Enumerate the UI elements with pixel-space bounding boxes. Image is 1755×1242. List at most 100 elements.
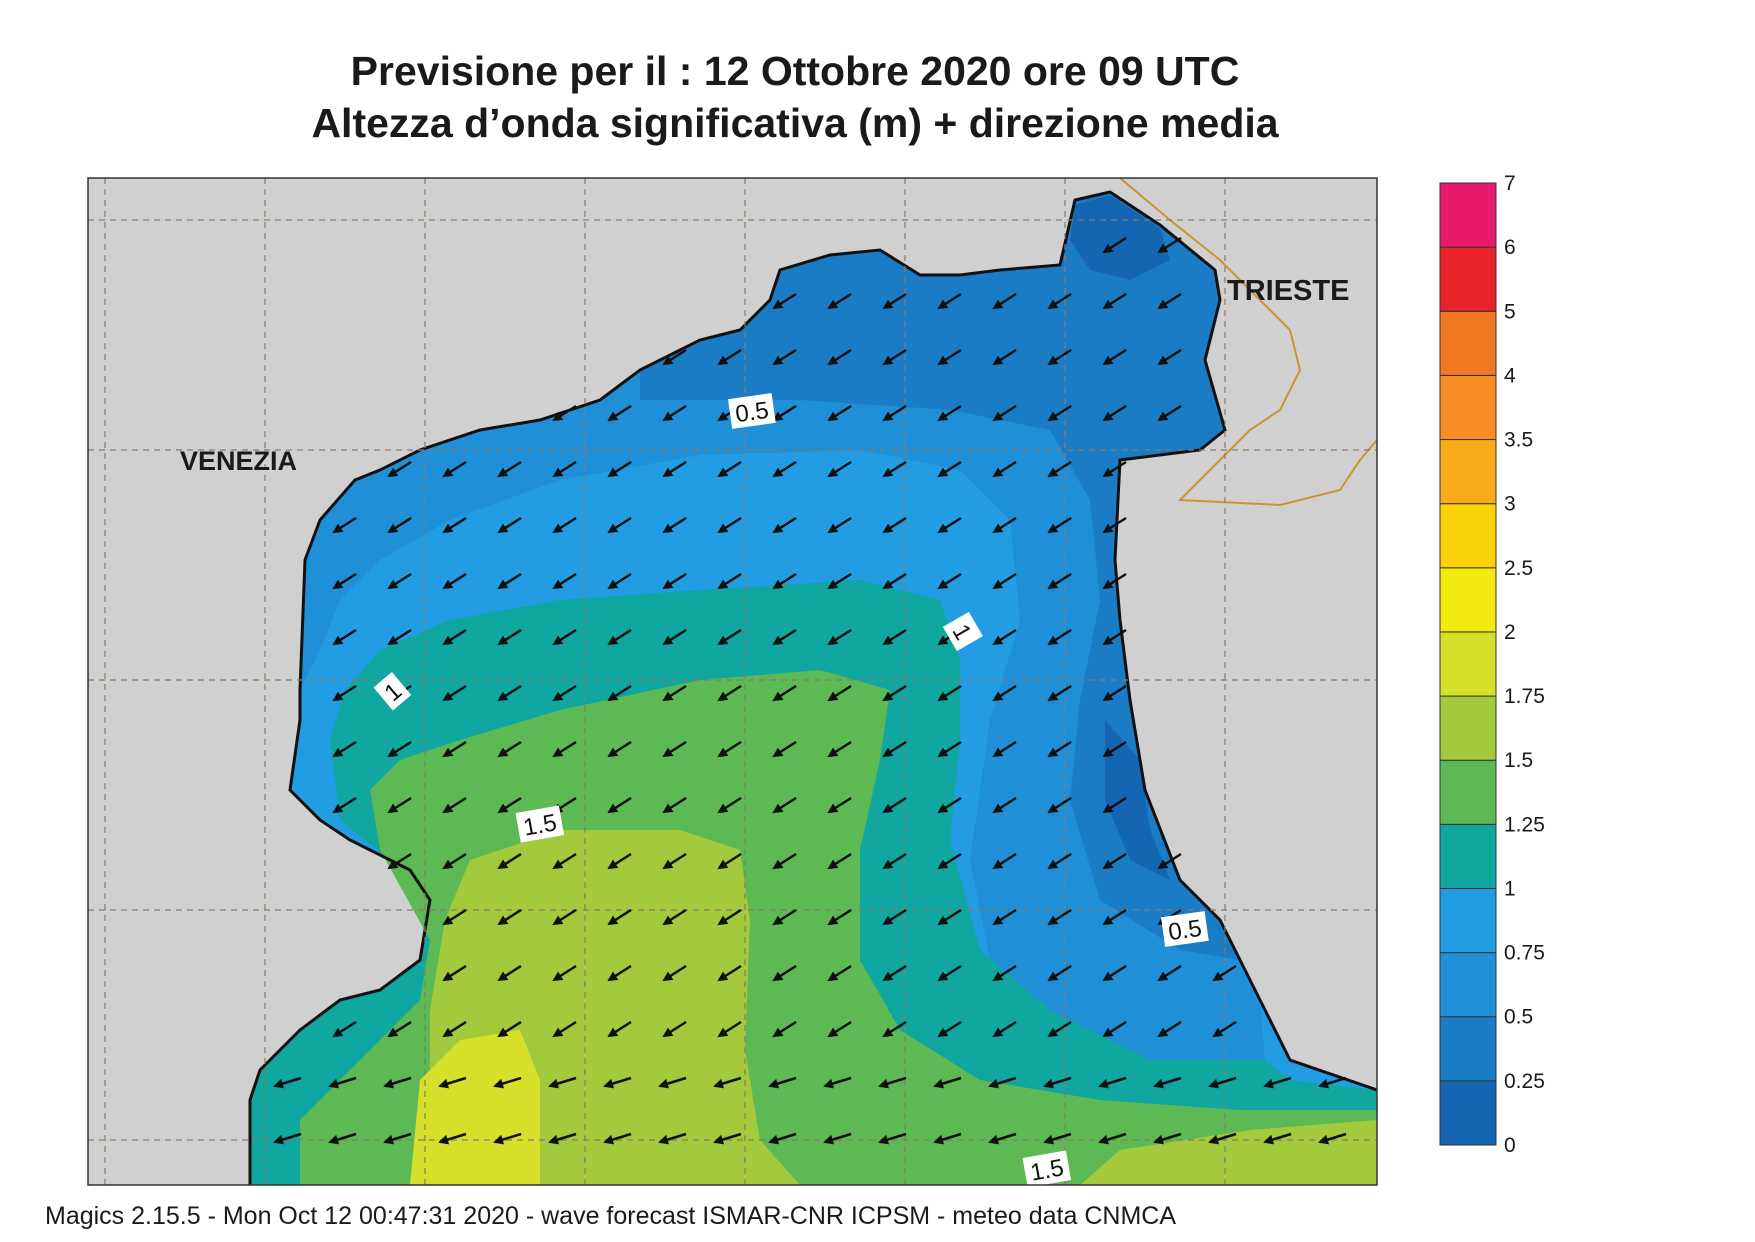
legend-tick-label: 1.5 <box>1504 749 1533 772</box>
legend-tick-label: 7 <box>1504 172 1516 195</box>
direction-arrow <box>662 908 687 926</box>
direction-arrow <box>772 628 797 646</box>
direction-arrow <box>827 684 852 702</box>
direction-arrow <box>607 740 632 758</box>
direction-arrow <box>662 684 687 702</box>
direction-arrow <box>1102 796 1127 814</box>
direction-arrow <box>992 964 1017 982</box>
direction-arrow <box>878 1076 907 1089</box>
direction-arrow <box>387 740 412 758</box>
direction-arrow <box>1102 516 1127 534</box>
direction-arrow <box>607 516 632 534</box>
direction-arrow <box>988 1132 1017 1145</box>
direction-arrow <box>768 1132 797 1145</box>
legend-tick-label: 0 <box>1504 1134 1516 1157</box>
direction-arrow <box>717 348 742 366</box>
direction-arrow <box>933 1132 962 1145</box>
direction-arrow <box>937 516 962 534</box>
direction-arrow <box>768 1076 797 1089</box>
direction-arrow <box>717 572 742 590</box>
direction-arrow <box>1047 796 1072 814</box>
direction-arrow <box>992 796 1017 814</box>
direction-arrow <box>882 292 907 310</box>
legend-swatch <box>1439 952 1497 1018</box>
direction-arrow <box>992 404 1017 422</box>
direction-arrow <box>772 852 797 870</box>
direction-arrow <box>1043 1076 1072 1089</box>
direction-arrow <box>1102 908 1127 926</box>
legend-swatch <box>1439 310 1497 376</box>
direction-arrow <box>1102 628 1127 646</box>
direction-arrow <box>438 1132 467 1145</box>
direction-arrow <box>332 628 357 646</box>
direction-arrow <box>387 1020 412 1038</box>
direction-arrow <box>552 1020 577 1038</box>
direction-arrow <box>497 964 522 982</box>
graticule <box>88 178 1377 1185</box>
direction-arrow <box>552 684 577 702</box>
direction-arrow <box>607 628 632 646</box>
direction-arrow <box>497 684 522 702</box>
direction-arrow <box>933 1076 962 1089</box>
direction-arrow <box>1102 348 1127 366</box>
direction-arrow <box>1102 572 1127 590</box>
direction-arrow <box>992 348 1017 366</box>
direction-arrow <box>387 460 412 478</box>
direction-arrow <box>827 516 852 534</box>
direction-arrow <box>772 460 797 478</box>
direction-arrow <box>1047 684 1072 702</box>
direction-arrow <box>717 628 742 646</box>
direction-arrow <box>1212 964 1237 982</box>
direction-arrow <box>1047 740 1072 758</box>
direction-arrow <box>717 740 742 758</box>
direction-arrow <box>772 572 797 590</box>
direction-arrow <box>717 964 742 982</box>
legend-swatch <box>1439 759 1497 825</box>
legend-tick-label: 0.5 <box>1504 1006 1533 1029</box>
legend-tick-label: 1 <box>1504 877 1516 900</box>
direction-arrow <box>603 1076 632 1089</box>
legend-tick-label: 2.5 <box>1504 557 1533 580</box>
direction-arrow <box>497 572 522 590</box>
direction-arrow <box>548 1132 577 1145</box>
direction-arrow <box>1157 236 1182 254</box>
direction-arrow <box>607 852 632 870</box>
direction-arrow <box>607 404 632 422</box>
direction-arrow <box>1047 292 1072 310</box>
direction-arrow <box>552 516 577 534</box>
direction-arrow <box>937 684 962 702</box>
direction-arrow <box>882 964 907 982</box>
direction-arrow <box>332 1020 357 1038</box>
direction-arrow <box>607 1020 632 1038</box>
direction-arrow <box>497 852 522 870</box>
direction-arrow <box>552 572 577 590</box>
direction-arrow <box>1102 236 1127 254</box>
direction-arrow <box>662 964 687 982</box>
direction-arrow <box>827 852 852 870</box>
direction-arrow <box>438 1076 467 1089</box>
direction-arrow <box>713 1132 742 1145</box>
direction-arrow <box>332 740 357 758</box>
band-0.25-0.5 <box>640 192 1240 960</box>
direction-arrow <box>823 1132 852 1145</box>
direction-arrow <box>1157 964 1182 982</box>
direction-arrow <box>662 572 687 590</box>
direction-arrow <box>992 740 1017 758</box>
direction-arrow <box>772 964 797 982</box>
direction-arrow <box>1043 1132 1072 1145</box>
direction-arrow <box>1153 1076 1182 1089</box>
direction-arrow <box>607 796 632 814</box>
direction-arrow <box>1263 1076 1292 1089</box>
color-legend: 0 0.25 0.5 0.75 1 1.25 1.5 1.75 2 2.5 3 3.5 4 5 6 7 <box>1439 172 1545 1157</box>
direction-arrow <box>882 908 907 926</box>
direction-arrow <box>497 740 522 758</box>
direction-arrow <box>442 684 467 702</box>
border-line <box>1119 178 1377 507</box>
direction-arrow <box>1102 740 1127 758</box>
direction-arrow <box>662 404 687 422</box>
direction-arrow <box>442 852 467 870</box>
direction-arrow <box>1208 1132 1237 1145</box>
direction-arrow <box>442 740 467 758</box>
direction-arrow <box>387 628 412 646</box>
